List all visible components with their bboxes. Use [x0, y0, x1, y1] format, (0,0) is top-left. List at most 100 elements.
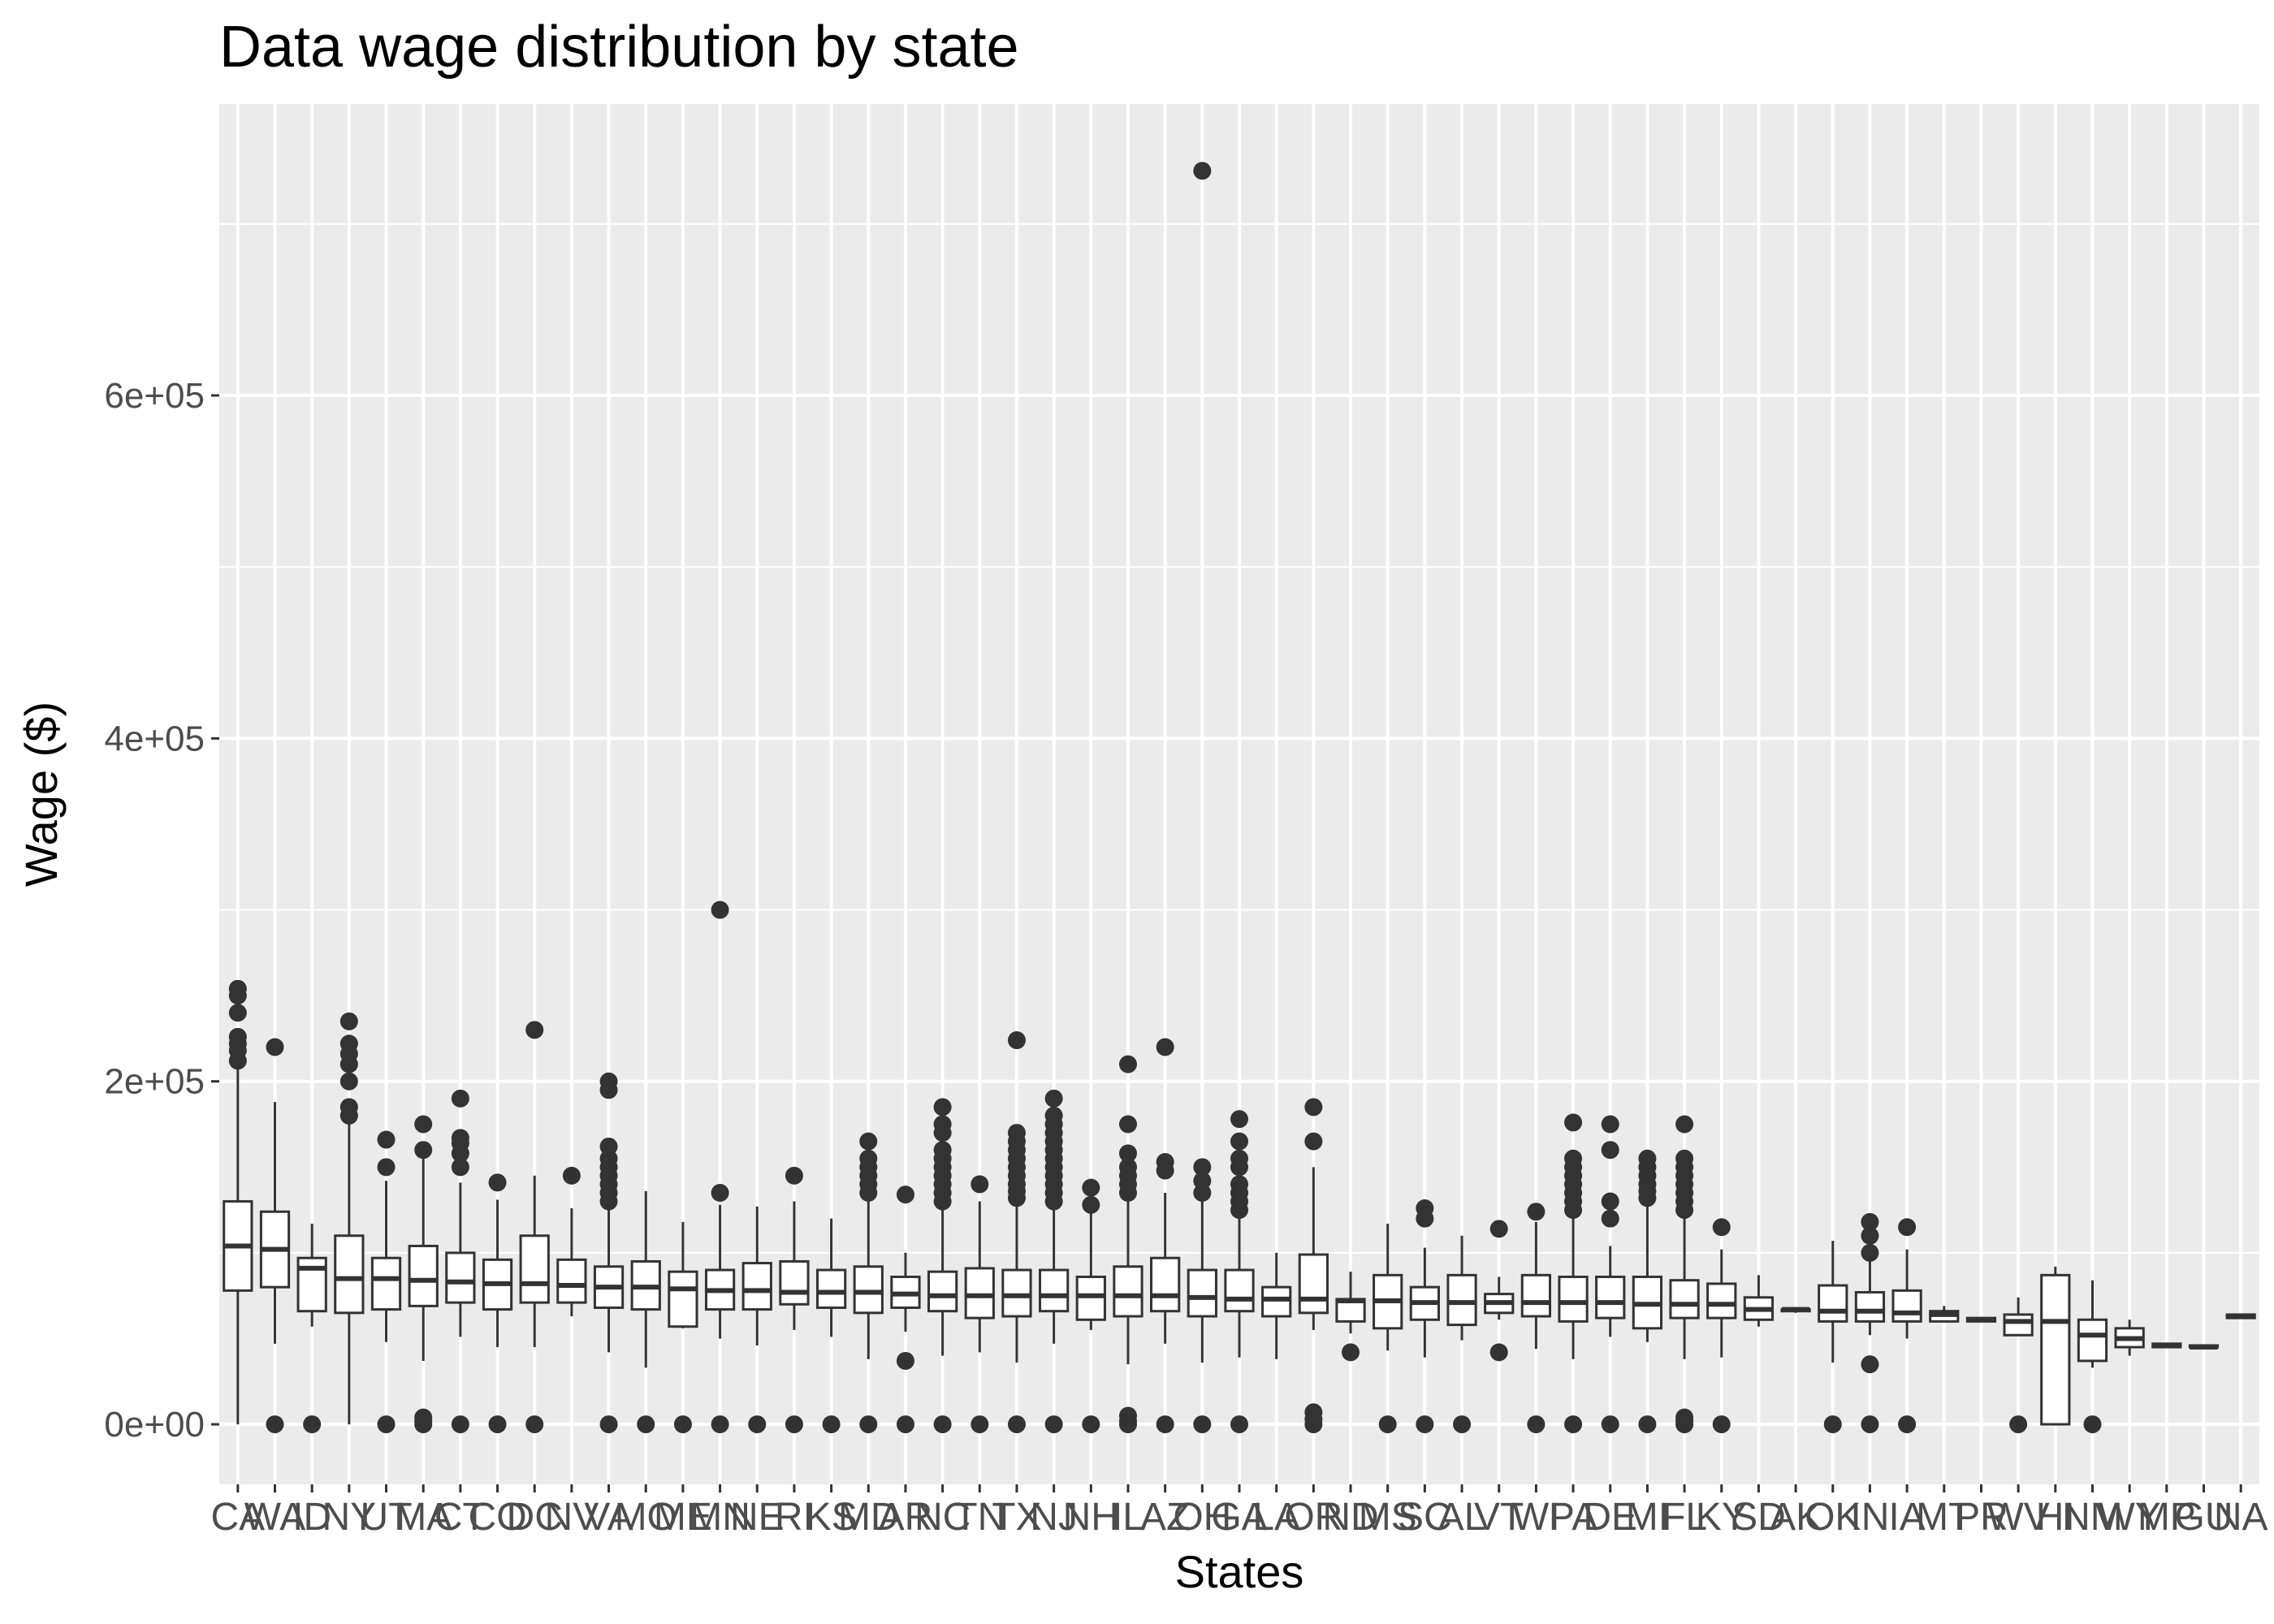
outlier-point: [896, 1415, 914, 1434]
box-body: [1854, 1290, 1886, 1323]
outlier-point: [451, 1129, 469, 1147]
box-gu: [2188, 1344, 2220, 1350]
outlier-point: [562, 1166, 581, 1185]
box-co: [482, 1173, 513, 1434]
x-tick-label: KY: [1696, 1496, 1748, 1539]
box-ut: [370, 1130, 402, 1434]
box-dc: [519, 1021, 550, 1434]
x-tick-label: WV: [1987, 1496, 2049, 1539]
box-hi: [2040, 1266, 2071, 1426]
x-tick-label: VT: [1474, 1496, 1524, 1539]
outlier-point: [303, 1415, 322, 1434]
outlier-point: [1675, 1408, 1694, 1427]
outlier-point: [1489, 1343, 1508, 1362]
box-ny: [334, 1012, 365, 1425]
outlier-point: [859, 1132, 878, 1151]
outlier-point: [1378, 1415, 1397, 1434]
outlier-point: [896, 1351, 914, 1370]
y-tick-label: 6e+05: [104, 376, 205, 416]
outlier-point: [1044, 1106, 1063, 1125]
outlier-point: [1156, 1038, 1174, 1056]
chart-title: Data wage distribution by state: [219, 15, 1019, 80]
x-tick-label: WI: [1512, 1496, 1560, 1539]
outlier-point: [451, 1089, 469, 1108]
x-tick-label: MD: [838, 1496, 899, 1539]
outlier-point: [2083, 1415, 2102, 1434]
outlier-point: [377, 1130, 396, 1149]
x-tick-label: PR: [1954, 1496, 2008, 1539]
outlier-point: [1489, 1220, 1508, 1238]
outlier-point: [933, 1141, 952, 1160]
outlier-point: [1007, 1415, 1026, 1434]
box-body: [741, 1262, 772, 1311]
box-ak: [1780, 1307, 1811, 1313]
outlier-point: [1304, 1098, 1323, 1116]
box-tx: [1001, 1031, 1032, 1434]
box-na: [2225, 1313, 2256, 1320]
x-tick-label: WY: [2098, 1496, 2160, 1539]
outlier-point: [1416, 1415, 1434, 1434]
outlier-point: [1304, 1403, 1323, 1422]
outlier-point: [1601, 1415, 1619, 1434]
outlier-point: [1118, 1055, 1137, 1073]
box-ar: [890, 1186, 921, 1434]
outlier-point: [1193, 1172, 1212, 1190]
outlier-point: [377, 1415, 396, 1434]
x-tick-label: NE: [730, 1496, 785, 1539]
box-body: [964, 1267, 995, 1320]
x-tick-label: KS: [806, 1496, 858, 1539]
outlier-point: [1861, 1415, 1879, 1434]
y-tick-label: 0e+00: [104, 1405, 205, 1445]
box-body: [1261, 1285, 1292, 1318]
box-body: [1224, 1268, 1255, 1313]
x-tick-label: AK: [1770, 1496, 1822, 1539]
outlier-point: [228, 1004, 247, 1022]
outlier-point: [1898, 1415, 1917, 1434]
box-fl: [1669, 1115, 1700, 1434]
outlier-point: [971, 1415, 989, 1434]
box-ct: [445, 1089, 476, 1434]
x-tick-label: RI: [775, 1496, 814, 1539]
x-tick-label: MS: [1359, 1496, 1417, 1539]
outlier-point: [748, 1415, 767, 1434]
outlier-point: [1564, 1113, 1583, 1132]
box-body: [334, 1234, 365, 1315]
x-tick-label: NA: [2214, 1496, 2268, 1539]
outlier-point: [1193, 1415, 1212, 1434]
x-tick-label: MA: [394, 1496, 452, 1539]
x-tick-label: ND: [1322, 1496, 1378, 1539]
outlier-point: [896, 1186, 914, 1204]
box-wy: [2114, 1320, 2145, 1356]
box-al: [1446, 1235, 1477, 1434]
outlier-point: [1638, 1149, 1657, 1168]
outlier-point: [525, 1021, 544, 1039]
outlier-point: [1601, 1141, 1619, 1160]
outlier-point: [1118, 1144, 1137, 1163]
x-tick-label: AR: [879, 1496, 933, 1539]
outlier-point: [1823, 1415, 1842, 1434]
outlier-point: [1082, 1178, 1100, 1197]
box-mt: [1929, 1306, 1960, 1323]
x-tick-label: UT: [361, 1496, 413, 1539]
x-tick-label: CA: [210, 1496, 265, 1539]
box-body: [1446, 1273, 1477, 1327]
box-wv: [2003, 1297, 2034, 1434]
box-sd: [1743, 1275, 1775, 1327]
outlier-point: [1861, 1243, 1879, 1262]
outlier-point: [1342, 1343, 1360, 1362]
outlier-point: [673, 1415, 692, 1434]
box-body: [779, 1259, 810, 1306]
outlier-point: [1044, 1089, 1063, 1108]
box-body: [853, 1265, 884, 1315]
outlier-point: [1118, 1406, 1137, 1425]
box-nj: [1039, 1089, 1070, 1434]
x-tick-label: NM: [2062, 1496, 2123, 1539]
x-tick-label: MT: [1916, 1496, 1972, 1539]
box-ma: [408, 1115, 439, 1434]
outlier-point: [525, 1415, 544, 1434]
box-body: [1001, 1268, 1032, 1318]
outlier-point: [1044, 1415, 1063, 1434]
outlier-point: [1230, 1149, 1248, 1168]
box-body: [1150, 1256, 1181, 1313]
outlier-point: [971, 1175, 989, 1194]
